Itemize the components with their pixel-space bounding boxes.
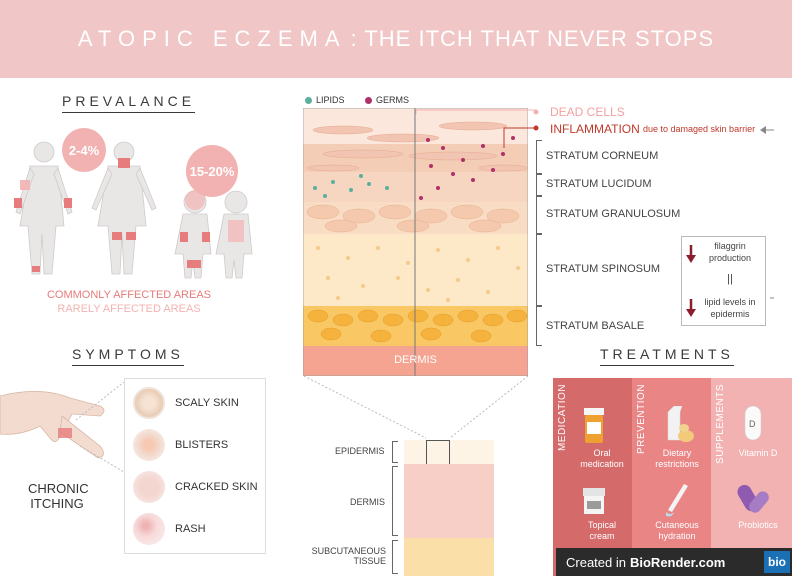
probiotics-bacteria-icon [737,484,769,513]
equals-sign: || [727,273,733,285]
treatment-panel-prevention: PREVENTION Dietary restrictions Cutaneou… [632,378,711,576]
dead-cells-label: DEAD CELLS [550,105,625,119]
layer-stratum-lucidum: STRATUM LUCIDUM [546,178,652,190]
pill-bottle-icon [584,408,604,443]
vitamin-d-label: Vitamin D [738,448,778,458]
medication-category-label: MEDICATION [557,384,568,452]
lipid-levels-text: lipid levels in epidermis [704,297,756,319]
affected-area [202,232,210,242]
annotation-lines [415,109,774,299]
scaly-skin-icon [133,387,165,419]
bracket-spinosum [536,234,542,306]
bracket-granulosum [536,196,542,234]
dietary-restrictions-label: Dietary restrictions [655,448,699,470]
hydration-cream-icon [666,484,688,517]
bracket-basale [536,306,542,346]
layer-stratum-basale: STRATUM BASALE [546,320,645,332]
dermis-label: DERMIS [394,354,437,366]
layer-stratum-spinosum: STRATUM SPINOSUM [546,263,661,275]
symptom-rash: RASH [133,513,206,545]
topical-cream-label: Topical cream [587,520,616,542]
bracket-lucidum [536,174,542,196]
symptoms-panel: SCALY SKIN BLISTERS CRACKED SKIN RASH [124,378,266,554]
page-title: ATOPIC ECZEMA: THE ITCH THAT NEVER STOPS [77,26,715,51]
legend-rare-areas: RARELY AFFECTED AREAS [57,303,201,315]
bracket-subcutaneous [392,540,398,574]
blisters-icon [133,429,165,461]
affected-area [187,260,201,268]
affected-area [185,190,205,210]
vitamin-d-capsule-icon: D [744,406,762,440]
legend-germs: GERMS [365,95,409,105]
bracket-epidermis [392,441,398,463]
affected-area [32,266,40,272]
down-arrow-icon [686,299,696,317]
cross-section-subcutaneous [404,538,494,576]
filaggrin-text: filaggrin production [708,241,752,263]
treatment-panel-medication: MEDICATION Oral medication Topical cream [553,378,632,576]
adult-front-figure [15,141,73,275]
epidermis-label: EPIDERMIS [335,446,385,456]
symptom-blisters: BLISTERS [133,429,228,461]
body-figures-illustration [14,141,253,279]
hand-scratching-illustration [0,381,125,473]
biorender-credit[interactable]: Created in BioRender.com bio [556,548,792,576]
subcutaneous-label: SUBCUTANEOUS TISSUE [311,546,386,566]
affected-area [228,220,244,242]
lipid-dot-icon [305,96,312,104]
zoom-lines [303,376,529,439]
cutaneous-hydration-label: Cutaneous hydration [655,520,699,542]
cross-section-dermis [404,464,494,538]
affected-area [118,158,130,168]
probiotics-label: Probiotics [738,520,778,530]
prevalence-title: PREVALANCE [62,93,196,113]
layer-stratum-corneum: STRATUM CORNEUM [546,150,659,162]
oral-medication-label: Oral medication [580,448,624,470]
symptoms-title: SYMPTOMS [72,346,184,366]
header-banner: ATOPIC ECZEMA: THE ITCH THAT NEVER STOPS [0,0,792,78]
affected-area [112,232,122,240]
svg-text:D: D [749,419,756,429]
adult-prevalence-stat: 2-4% [62,128,106,172]
prevention-category-label: PREVENTION [636,384,647,455]
bracket-dermis [392,466,398,536]
inflammation-note: due to damaged skin barrier [643,124,756,134]
symptom-scaly-skin: SCALY SKIN [133,387,239,419]
affected-area [180,232,188,242]
affected-area [126,232,136,240]
down-arrow-icon [686,245,696,263]
biorender-logo: bio [764,551,790,573]
layer-stratum-granulosum: STRATUM GRANULOSUM [546,208,681,220]
affected-area [14,198,22,208]
dairy-food-icon [667,406,694,442]
filaggrin-box: filaggrin production || lipid levels in … [681,236,766,326]
affected-area [20,180,30,190]
treatment-panel-supplements: SUPPLEMENTS D Vitamin D Probiotics [711,378,792,576]
affected-area [64,198,72,208]
inflammation-label: INFLAMMATION [550,122,640,136]
bracket-corneum [536,140,542,174]
legend-lipids: LIPIDS [305,95,345,105]
chronic-itching-label: CHRONIC ITCHING [28,481,89,511]
legend-common-areas: COMMONLY AFFECTED AREAS [46,289,211,301]
germ-dot-icon [365,96,372,104]
cross-dermis-label: DERMIS [350,497,386,507]
symptom-cracked-skin: CRACKED SKIN [133,471,258,503]
rash-icon [133,513,165,545]
cream-jar-icon [583,488,605,514]
adult-back-figure [91,141,157,275]
child-prevalence-stat: 15-20% [186,145,238,197]
treatments-title: TREATMENTS [600,346,734,366]
cracked-skin-icon [133,471,165,503]
